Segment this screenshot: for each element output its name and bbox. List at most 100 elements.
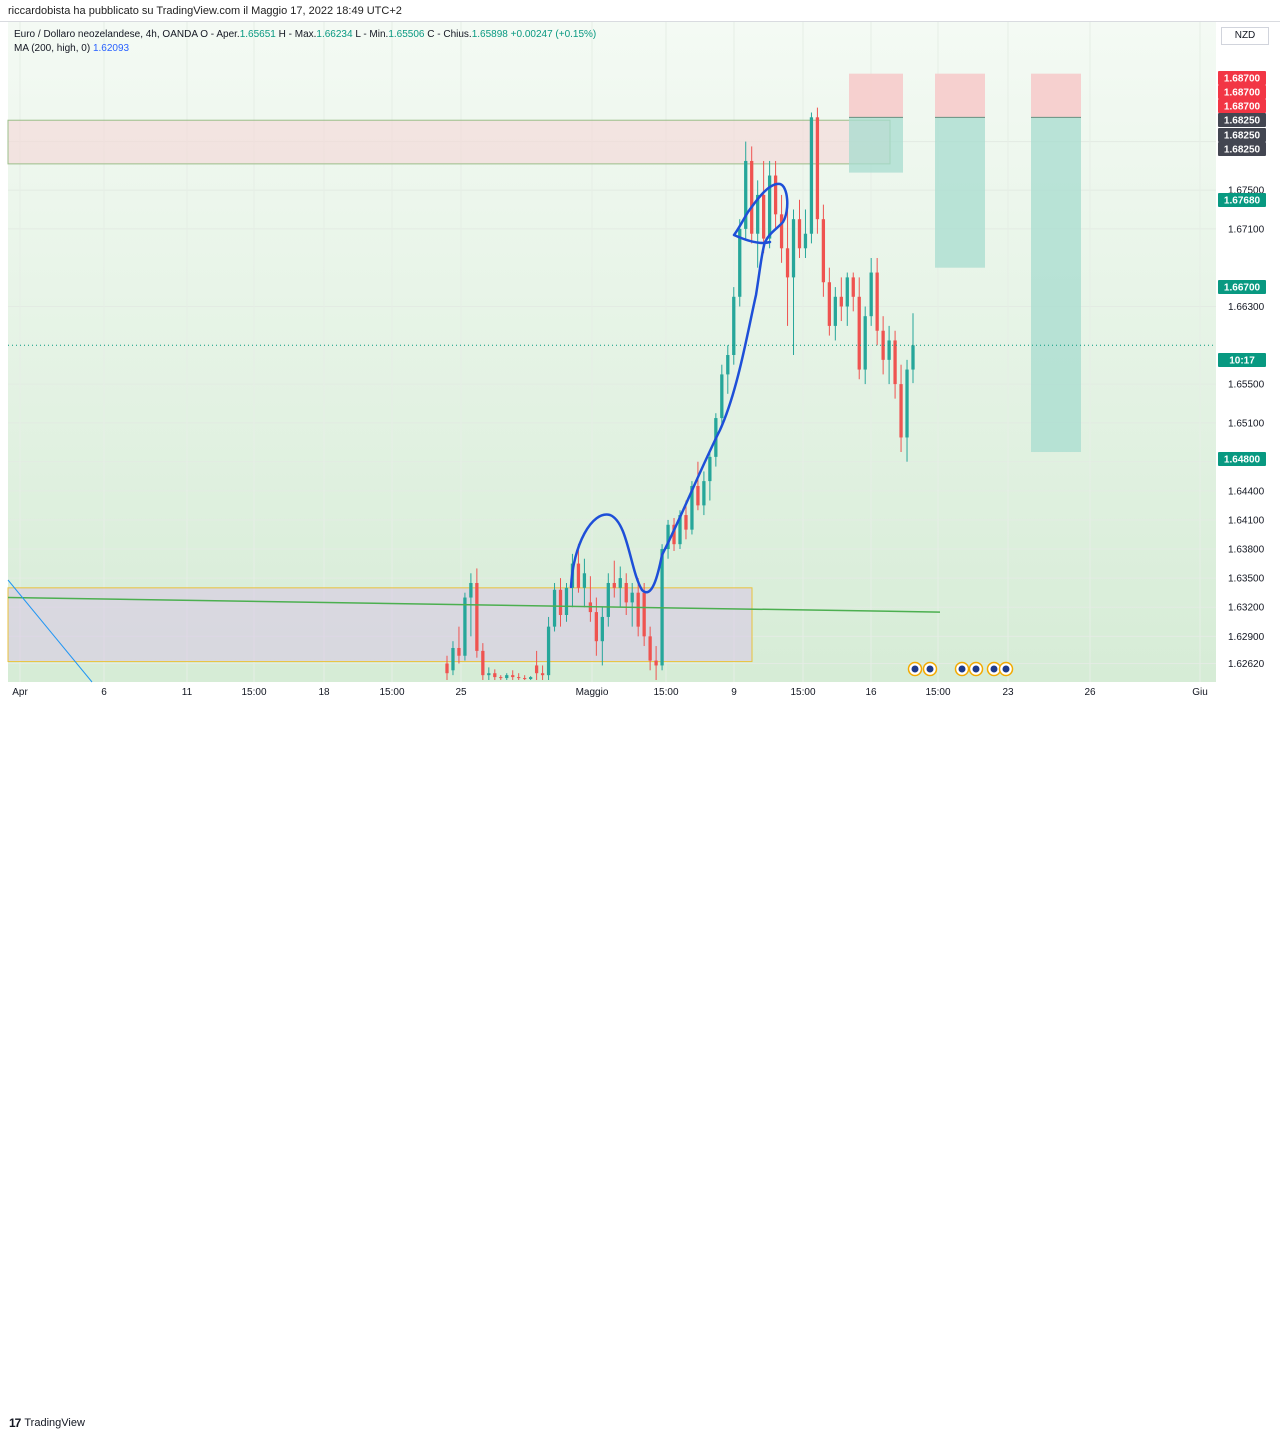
x-tick-label: 15:00 xyxy=(653,687,678,698)
price-label-text: 1.68250 xyxy=(1224,131,1261,142)
x-tick-label: 23 xyxy=(1002,687,1014,698)
candle-body xyxy=(487,673,491,676)
candle-body xyxy=(857,296,861,370)
x-tick-label: 15:00 xyxy=(379,687,404,698)
legend-ma-row[interactable]: MA (200, high, 0) 1.62093 xyxy=(14,42,596,56)
y-tick-label: 1.67100 xyxy=(1228,224,1265,235)
candle-body xyxy=(761,194,766,239)
candle-body xyxy=(732,296,736,355)
tradingview-logo-icon: 17 xyxy=(9,1416,21,1430)
x-tick-label: 16 xyxy=(865,687,877,698)
candle-body xyxy=(708,456,712,482)
high-value: 1.66234 xyxy=(316,29,353,40)
x-tick-label: 15:00 xyxy=(790,687,815,698)
supply-zone xyxy=(7,119,891,165)
y-tick-label: 1.62620 xyxy=(1228,659,1265,670)
candle-body xyxy=(642,592,646,637)
position-target-area xyxy=(1031,117,1081,453)
event-markers[interactable] xyxy=(907,661,1014,677)
candle-body xyxy=(457,647,461,656)
price-label-text: 1.67680 xyxy=(1224,196,1261,207)
position-stop-area xyxy=(935,73,985,118)
event-flag-icon xyxy=(972,665,980,673)
candle-body xyxy=(534,665,539,674)
candle-body xyxy=(833,296,837,326)
position-tools[interactable] xyxy=(849,73,1081,453)
candle-body xyxy=(517,677,521,679)
open-label: O - Aper. xyxy=(200,29,240,40)
x-tick-label: 25 xyxy=(455,687,467,698)
candle-body xyxy=(893,340,897,385)
price-axis[interactable]: 1.62620 1.62900 1.63200 1.63500 1.63800 1.641… xyxy=(1218,71,1266,670)
price-label-text: 1.64800 xyxy=(1224,455,1261,466)
position-target-area xyxy=(849,117,903,173)
candle-body xyxy=(773,175,778,215)
moving-average-line xyxy=(7,596,941,613)
candle-body xyxy=(672,524,676,545)
price-label-text: 1.68250 xyxy=(1224,145,1261,156)
candle-body xyxy=(624,582,628,603)
x-tick-label: 9 xyxy=(731,687,737,698)
ma-label: MA (200, high, 0) xyxy=(14,43,91,54)
trend-line xyxy=(7,579,93,683)
tradingview-logo[interactable]: 17 TradingView xyxy=(9,1416,85,1430)
candle-body xyxy=(540,673,545,676)
candle-body xyxy=(845,277,849,307)
chart-legend: Euro / Dollaro neozelandese, 4h, OANDA O… xyxy=(14,28,596,56)
overlays xyxy=(7,182,1216,683)
price-label-text: 1.68700 xyxy=(1224,74,1261,85)
legend-ohlc-row: Euro / Dollaro neozelandese, 4h, OANDA O… xyxy=(14,28,596,42)
candle-body xyxy=(594,612,599,642)
x-tick-label: Apr xyxy=(12,687,28,698)
candle-body xyxy=(839,296,843,307)
candle-body xyxy=(475,582,479,651)
price-label-tag xyxy=(1218,85,1266,99)
candles xyxy=(445,107,915,680)
candle-body xyxy=(744,160,748,229)
price-label-tag xyxy=(1218,128,1266,142)
y-tick-label: 1.64100 xyxy=(1228,515,1265,526)
candle-body xyxy=(523,678,527,680)
candle-body xyxy=(750,160,754,234)
candle-body xyxy=(702,481,706,506)
event-flag-icon xyxy=(926,665,934,673)
low-value: 1.65506 xyxy=(388,29,425,40)
x-tick-label: 26 xyxy=(1084,687,1096,698)
y-tick-label: 1.63200 xyxy=(1228,603,1265,614)
candle-body xyxy=(445,663,449,674)
candle-body xyxy=(797,219,802,249)
candle-body xyxy=(851,277,855,297)
candle-body xyxy=(827,282,832,326)
candle-body xyxy=(869,272,873,317)
candle-body xyxy=(576,563,581,588)
position-stop-area xyxy=(1031,73,1081,118)
candle-body xyxy=(499,677,503,679)
candle-body xyxy=(618,578,622,588)
candle-body xyxy=(630,592,634,603)
currency-button[interactable]: NZD xyxy=(1221,27,1269,45)
price-label-tag xyxy=(1218,142,1266,156)
footer: 17 TradingView xyxy=(0,704,1280,1430)
time-axis[interactable]: Apr 6 11 15:00 18 15:00 25 Maggio 15:00 9 15:00 16 1… xyxy=(12,687,1208,698)
candle-body xyxy=(678,515,682,545)
y-tick-label: 1.66300 xyxy=(1228,302,1265,313)
candle-body xyxy=(636,592,640,627)
candle-body xyxy=(564,587,569,615)
x-tick-label: 11 xyxy=(182,687,193,698)
x-tick-label: 15:00 xyxy=(925,687,950,698)
candle-body xyxy=(863,316,867,370)
price-label-text: 1.68700 xyxy=(1224,102,1261,113)
candle-body xyxy=(821,219,826,283)
candle-body xyxy=(809,117,814,234)
x-tick-label: 18 xyxy=(318,687,330,698)
freehand-drawing xyxy=(569,182,789,594)
candle-body xyxy=(791,219,796,278)
price-label-text: 1.68250 xyxy=(1224,116,1261,127)
price-chart[interactable]: 1.62620 1.62900 1.63200 1.63500 1.63800 1.641… xyxy=(0,0,1280,733)
candle-body xyxy=(696,485,700,506)
price-label-text: 1.68700 xyxy=(1224,88,1261,99)
candle-body xyxy=(779,214,784,249)
candle-body xyxy=(469,582,473,598)
symbol-label: Euro / Dollaro neozelandese, 4h, OANDA xyxy=(14,29,198,40)
change-value: +0.00247 (+0.15%) xyxy=(510,29,597,40)
